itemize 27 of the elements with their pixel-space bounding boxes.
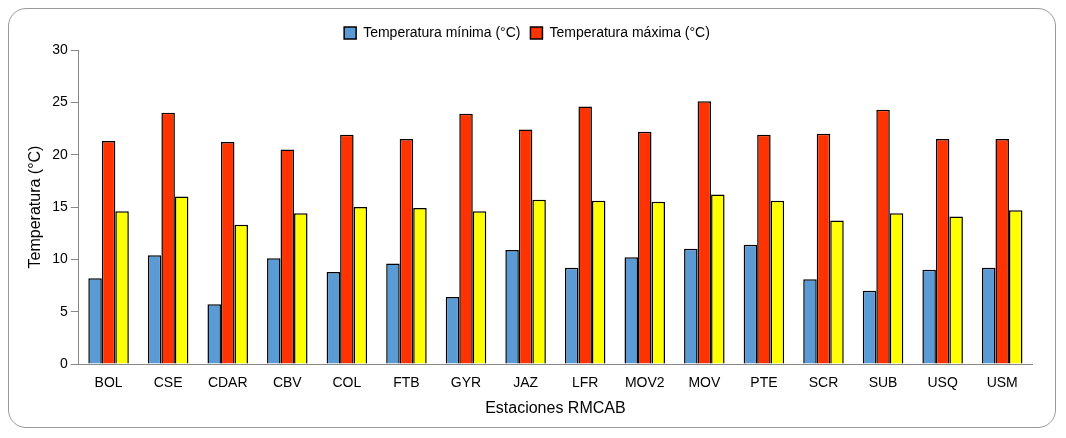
x-tick-label: GYR [450,374,482,391]
x-tick-label: CBV [272,374,303,391]
x-tick-label: FTB [393,374,420,391]
x-tick-label: MOV [688,374,721,391]
y-tick-label: 15 [52,197,68,214]
y-tick-label: 10 [52,250,68,267]
x-tick-label: BOL [94,374,123,391]
y-tick-label: 30 [52,40,68,57]
x-tick-label: JAZ [513,374,539,391]
y-tick-label: 25 [52,93,68,110]
x-tick-label: SCR [808,374,839,391]
x-axis-title: Estaciones RMCAB [485,398,626,416]
x-tick-label: LFR [571,374,599,391]
x-tick-label: SUB [868,374,898,391]
x-tick-label: USM [986,374,1018,391]
legend-label: Temperatura máxima (°C) [549,23,710,40]
x-tick-label: USQ [927,374,958,391]
x-tick-label: CDAR [207,374,248,391]
x-tick-label: MOV2 [624,374,665,391]
y-axis-title: Temperatura (°C) [26,145,44,269]
x-tick-label: CSE [153,374,183,391]
y-tick-label: 20 [52,145,68,162]
y-tick-label: 5 [59,302,68,319]
y-tick-label: 0 [59,354,68,371]
legend-label: Temperatura mínima (°C) [363,23,521,40]
x-tick-label: COL [332,374,362,391]
x-tick-label: PTE [750,374,778,391]
